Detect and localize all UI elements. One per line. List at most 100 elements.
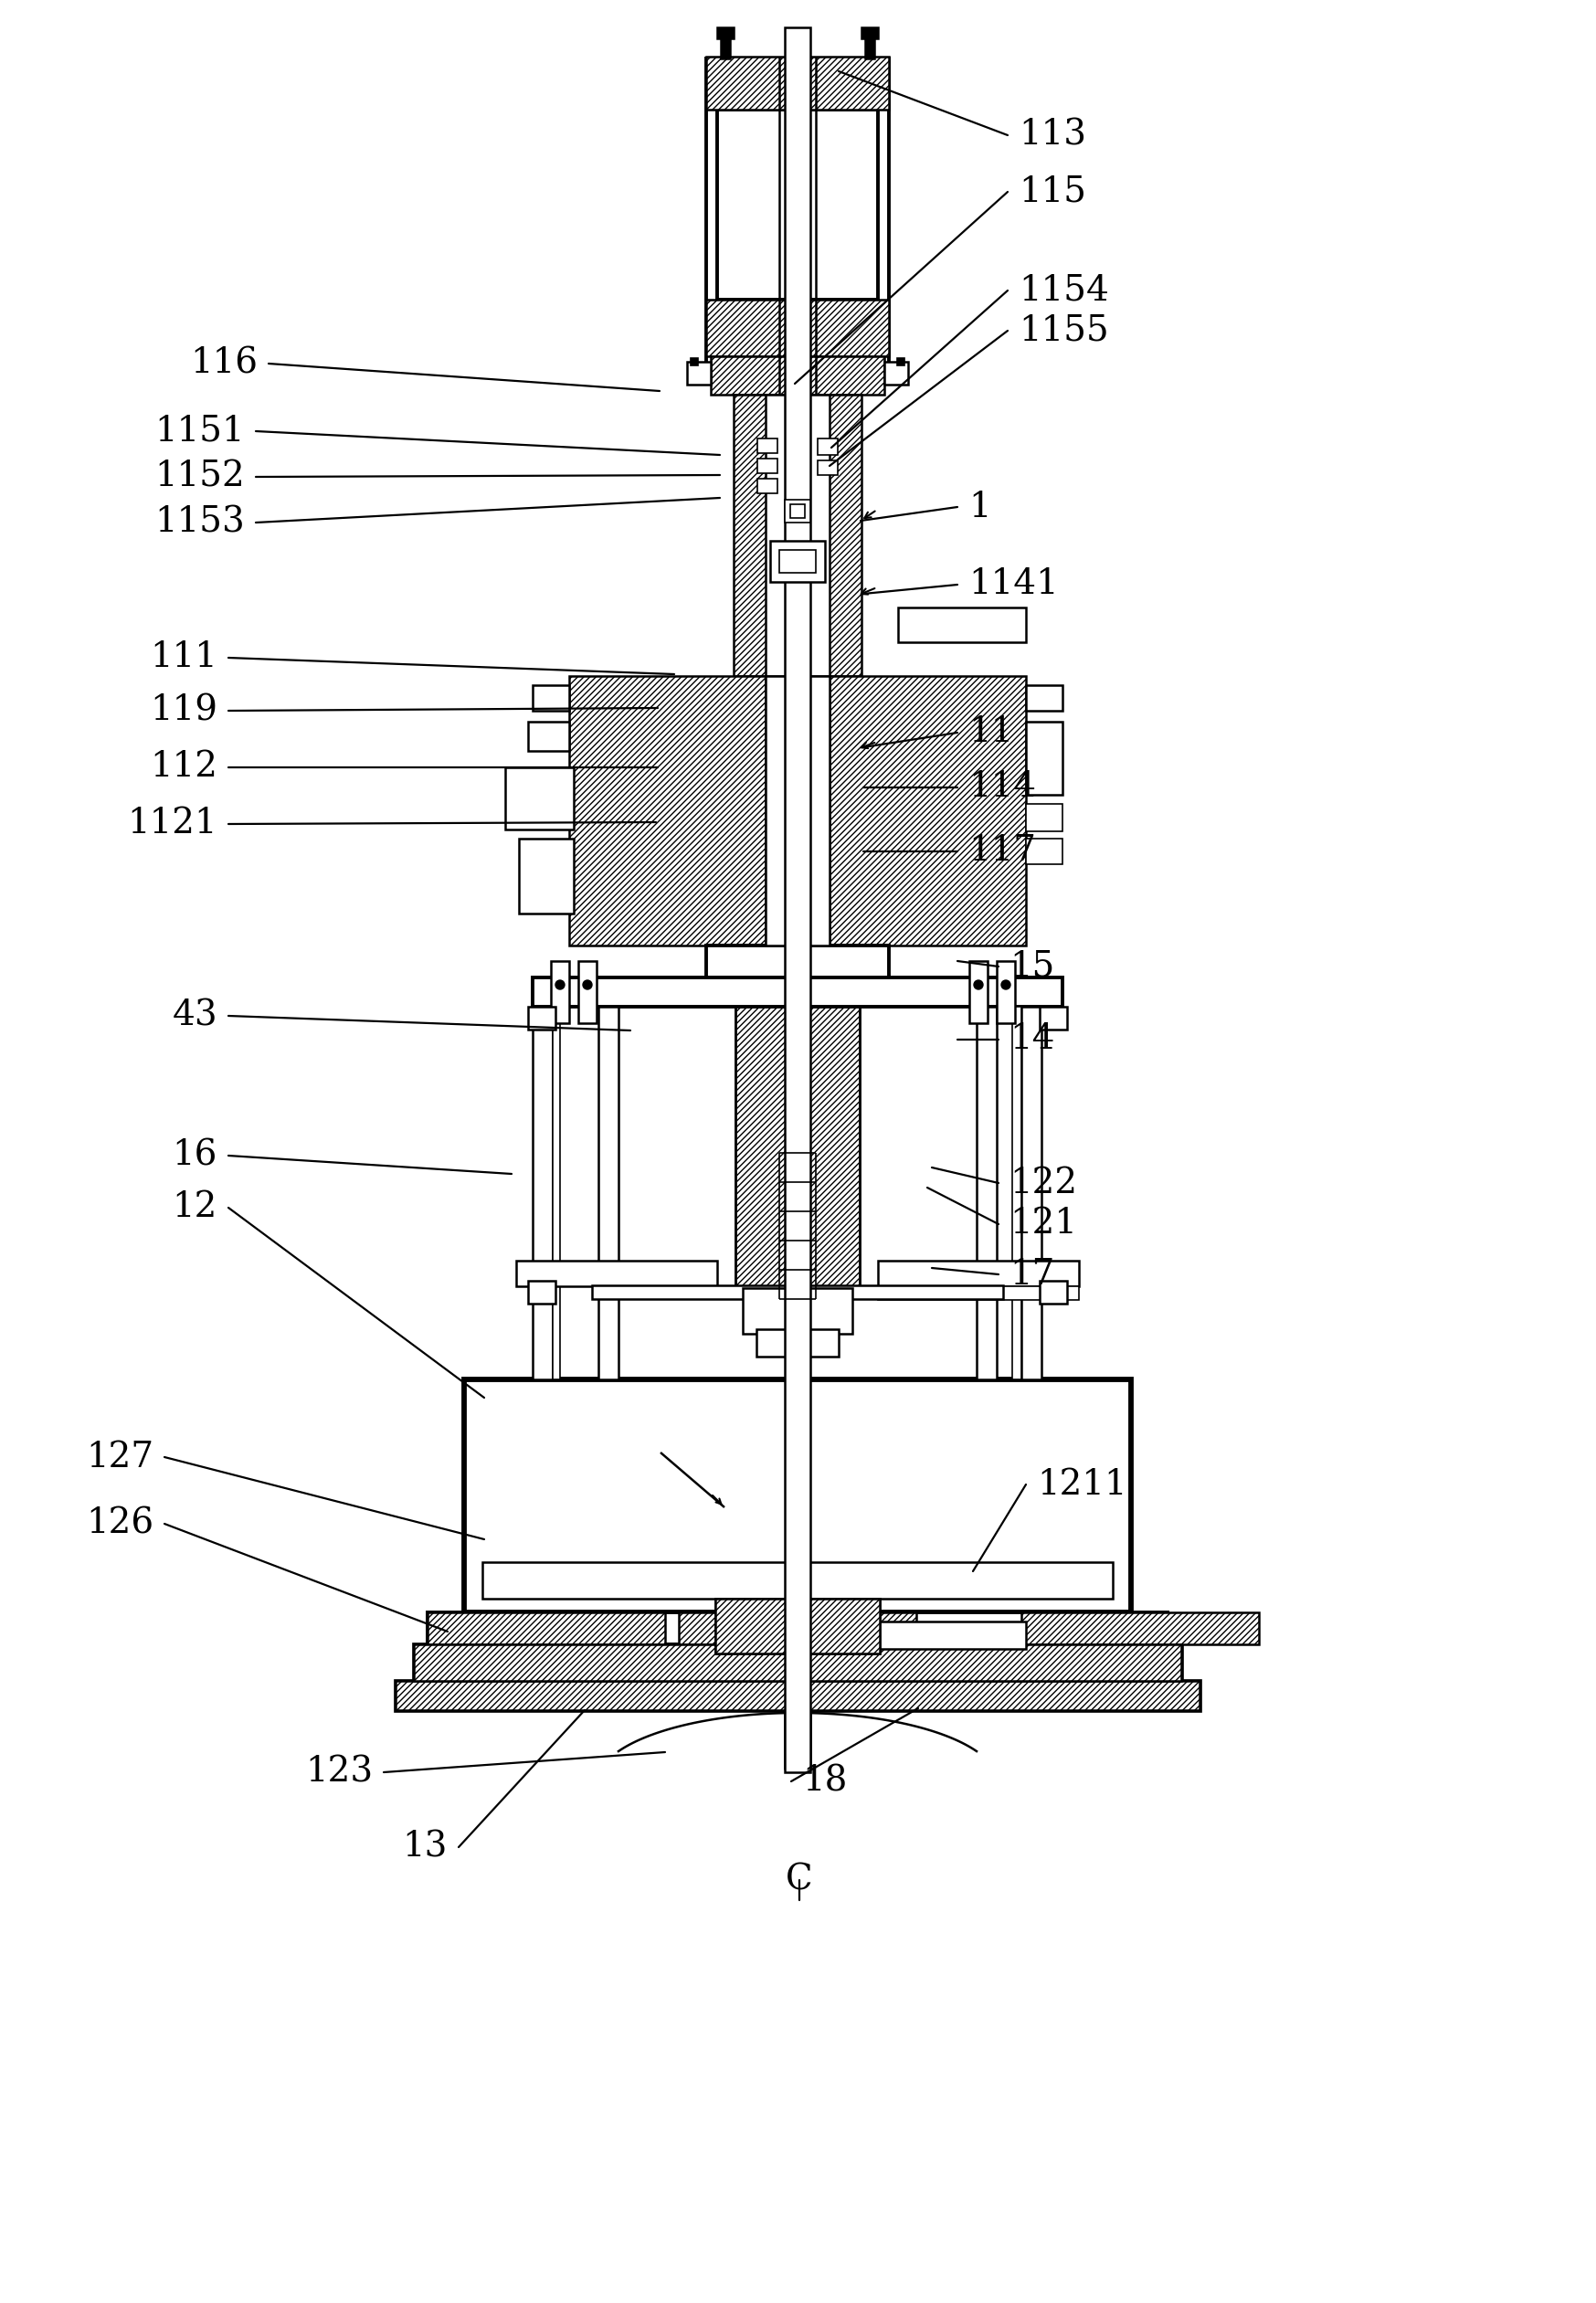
Bar — [533, 686, 570, 712]
Bar — [1012, 1006, 1021, 1379]
Bar — [878, 1287, 1079, 1299]
Text: 18: 18 — [803, 1764, 847, 1799]
Text: 116: 116 — [190, 348, 257, 380]
Text: C: C — [785, 1863, 812, 1898]
Bar — [736, 1006, 860, 1287]
Bar — [1026, 838, 1063, 864]
Bar — [551, 960, 570, 1023]
Bar — [771, 541, 825, 583]
Text: 17: 17 — [1010, 1257, 1055, 1292]
Bar — [428, 1612, 666, 1644]
Bar — [528, 1280, 555, 1303]
Bar — [528, 721, 570, 751]
Bar — [533, 1006, 552, 1379]
Bar — [790, 504, 804, 518]
Text: 1152: 1152 — [155, 461, 244, 493]
Bar — [1026, 686, 1063, 712]
Bar — [977, 1006, 996, 1379]
Text: 13: 13 — [402, 1831, 447, 1863]
Bar — [516, 1260, 717, 1287]
Bar — [897, 357, 905, 366]
Bar — [1039, 1280, 1068, 1303]
Text: 43: 43 — [172, 1000, 217, 1032]
Text: 114: 114 — [969, 772, 1036, 804]
Bar — [862, 28, 878, 39]
Bar — [691, 357, 697, 366]
Bar — [817, 461, 838, 474]
Circle shape — [1001, 981, 1010, 990]
Bar — [757, 1329, 838, 1356]
Bar — [598, 1006, 619, 1379]
Bar — [1026, 804, 1063, 831]
Bar — [884, 362, 908, 385]
Bar — [717, 111, 878, 299]
Bar — [428, 1612, 1168, 1644]
Bar — [413, 1644, 1181, 1681]
Bar — [1026, 721, 1063, 795]
Text: 117: 117 — [969, 834, 1036, 868]
Bar — [899, 608, 1026, 643]
Circle shape — [974, 981, 983, 990]
Bar — [528, 1006, 555, 1029]
Bar — [817, 438, 838, 456]
Circle shape — [555, 981, 565, 990]
Bar — [734, 394, 862, 677]
Bar — [715, 1598, 879, 1654]
Bar — [878, 1260, 1079, 1287]
Bar — [1021, 1612, 1259, 1644]
Bar — [736, 1006, 860, 1287]
Bar — [715, 1598, 879, 1654]
Bar — [705, 947, 889, 976]
Bar — [413, 1644, 1181, 1681]
Text: 16: 16 — [172, 1138, 217, 1172]
Bar — [779, 550, 816, 573]
Text: 1155: 1155 — [1018, 313, 1109, 348]
Bar — [766, 394, 830, 677]
Text: 11: 11 — [969, 716, 1013, 748]
Text: 122: 122 — [1010, 1165, 1077, 1200]
Bar — [742, 1287, 852, 1333]
Text: 126: 126 — [86, 1506, 153, 1541]
Bar — [552, 1006, 560, 1379]
Bar — [996, 960, 1015, 1023]
Text: 123: 123 — [305, 1755, 373, 1789]
Bar — [396, 1681, 1200, 1711]
Circle shape — [583, 981, 592, 990]
Text: 119: 119 — [150, 693, 217, 728]
Bar — [785, 28, 811, 1773]
Text: 115: 115 — [1018, 175, 1087, 210]
Bar — [506, 767, 573, 829]
Bar — [717, 28, 734, 39]
Bar — [578, 960, 597, 1023]
Bar — [482, 1561, 1112, 1598]
Text: 12: 12 — [172, 1191, 217, 1225]
Bar — [396, 1681, 1200, 1711]
Bar — [830, 677, 1026, 947]
Text: 1153: 1153 — [155, 507, 244, 539]
Bar — [686, 362, 710, 385]
Bar — [766, 677, 830, 947]
Text: 15: 15 — [1010, 949, 1055, 983]
Bar — [758, 479, 777, 493]
Bar — [865, 39, 875, 58]
Bar — [843, 1621, 1026, 1649]
Text: 1141: 1141 — [969, 569, 1058, 601]
Text: 111: 111 — [150, 640, 217, 675]
Bar — [1039, 1006, 1068, 1029]
Text: 121: 121 — [1010, 1207, 1077, 1241]
Bar — [464, 1379, 1132, 1612]
Bar — [705, 299, 889, 357]
Bar — [969, 960, 988, 1023]
Bar — [570, 677, 766, 947]
Text: 1: 1 — [969, 491, 991, 523]
Bar — [678, 1612, 916, 1644]
Text: 1154: 1154 — [1018, 274, 1109, 306]
Text: 127: 127 — [86, 1439, 153, 1474]
Text: 1211: 1211 — [1037, 1467, 1127, 1502]
Text: 1151: 1151 — [155, 415, 244, 449]
Bar — [721, 39, 729, 58]
Text: 112: 112 — [150, 751, 217, 785]
Bar — [592, 1285, 1004, 1299]
Bar — [519, 838, 573, 914]
Bar — [710, 357, 884, 394]
